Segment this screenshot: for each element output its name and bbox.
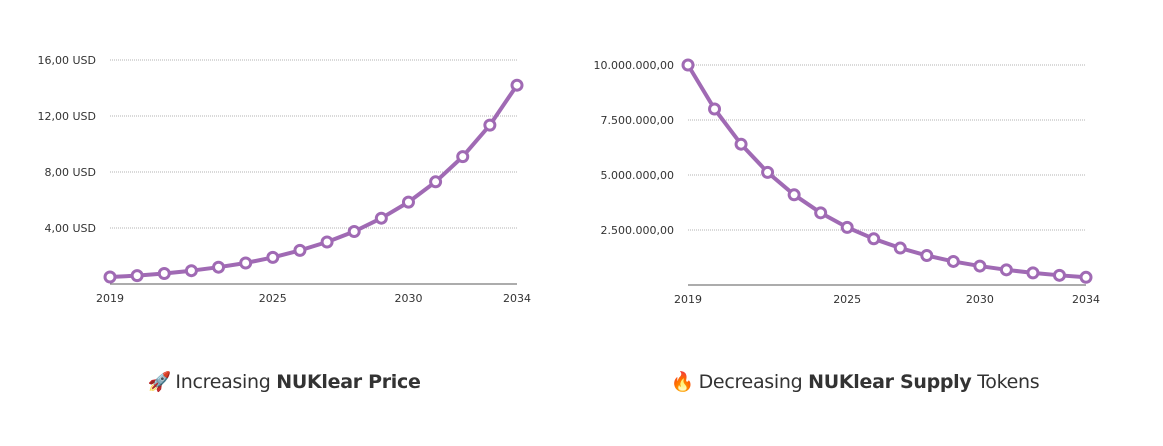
supply-data-point[interactable]	[946, 254, 960, 268]
price-y-tick-label: 12,00 USD	[38, 110, 97, 123]
price-data-point[interactable]	[320, 235, 334, 249]
price-data-point[interactable]	[456, 150, 470, 164]
supply-data-point[interactable]	[867, 232, 881, 246]
supply-data-point[interactable]	[761, 165, 775, 179]
price-data-point[interactable]	[266, 250, 280, 264]
supply-caption-suffix: Tokens	[971, 371, 1040, 393]
price-x-tick-label: 2019	[96, 292, 124, 305]
price-data-point[interactable]	[401, 195, 415, 209]
supply-data-point[interactable]	[1026, 266, 1040, 280]
supply-data-point[interactable]	[1079, 270, 1093, 284]
price-y-tick-label: 8,00 USD	[45, 166, 97, 179]
price-data-point[interactable]	[184, 264, 198, 278]
price-data-point[interactable]	[103, 270, 117, 284]
price-caption-text: Increasing	[175, 371, 277, 393]
supply-chart: 2.500.000,00 5.000.000,00 7.500.000,00 10.0…	[594, 58, 1100, 306]
price-data-point[interactable]	[347, 225, 361, 238]
price-data-point[interactable]	[239, 256, 253, 270]
supply-x-tick-label: 2030	[966, 293, 994, 306]
price-caption: 🚀 Increasing NUKlear Price	[147, 370, 421, 393]
supply-x-tick-label: 2034	[1072, 293, 1100, 306]
price-y-tick-label: 4,00 USD	[45, 222, 97, 235]
supply-y-tick-label: 5.000.000,00	[601, 169, 674, 182]
supply-data-point[interactable]	[1052, 268, 1066, 282]
supply-data-point[interactable]	[681, 58, 695, 72]
supply-caption-bold: NUKlear Supply	[808, 371, 972, 393]
price-data-point[interactable]	[429, 175, 443, 189]
price-chart: 4,00 USD 8,00 USD 12,00 USD 16,00 USD 2019 20…	[38, 54, 532, 305]
price-data-point[interactable]	[293, 243, 307, 257]
supply-data-point[interactable]	[920, 249, 934, 263]
price-x-tick-label: 2034	[503, 292, 531, 305]
price-data-point[interactable]	[157, 267, 171, 280]
supply-caption-text: Decreasing	[698, 371, 809, 393]
supply-data-point[interactable]	[893, 241, 907, 255]
supply-x-tick-label: 2025	[833, 293, 861, 306]
supply-data-point[interactable]	[999, 263, 1013, 277]
supply-y-tick-label: 7.500.000,00	[601, 114, 674, 127]
supply-y-tick-label: 10.000.000,00	[594, 59, 674, 72]
supply-y-tick-label: 2.500.000,00	[601, 224, 674, 237]
price-caption-bold: NUKlear Price	[276, 371, 421, 393]
price-data-point[interactable]	[374, 211, 388, 225]
price-data-point[interactable]	[212, 260, 226, 274]
supply-caption: 🔥 Decreasing NUKlear Supply Tokens	[671, 370, 1040, 393]
price-x-tick-label: 2030	[394, 292, 422, 305]
price-data-point[interactable]	[483, 118, 497, 132]
rocket-icon: 🚀	[147, 371, 172, 393]
supply-data-point[interactable]	[973, 259, 987, 273]
price-data-point[interactable]	[130, 269, 144, 283]
price-series-line	[108, 83, 519, 279]
supply-data-point[interactable]	[840, 220, 854, 234]
supply-data-point[interactable]	[708, 102, 722, 116]
fire-icon: 🔥	[670, 371, 695, 393]
supply-x-tick-label: 2019	[674, 293, 702, 306]
price-data-point[interactable]	[510, 78, 524, 92]
price-x-tick-label: 2025	[259, 292, 287, 305]
supply-data-point[interactable]	[787, 188, 801, 202]
supply-data-point[interactable]	[734, 137, 748, 151]
price-y-tick-label: 16,00 USD	[38, 54, 97, 67]
supply-data-point[interactable]	[814, 206, 828, 220]
supply-series-line	[686, 63, 1088, 280]
